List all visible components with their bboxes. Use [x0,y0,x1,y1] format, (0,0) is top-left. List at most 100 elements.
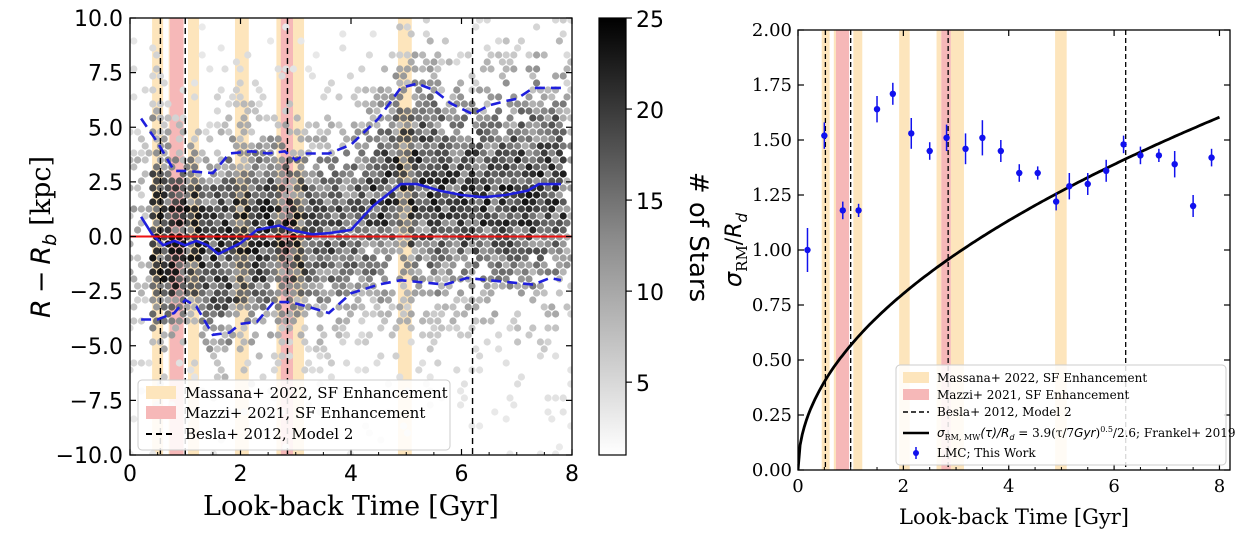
hexbin-cell [346,254,354,262]
hexbin-cell [255,142,263,150]
hexbin-cell [400,198,408,206]
right-data-point [821,132,828,139]
hexbin-cell [354,268,362,276]
hexbin-cell [217,338,225,346]
hexbin-cell [510,65,518,73]
hexbin-cell [373,135,381,143]
hexbin-cell [267,205,275,213]
hexbin-cell [270,366,278,374]
hexbin-cell [521,240,529,248]
hexbin-cell [533,149,541,157]
hexbin-cell [263,282,271,290]
hexbin-cell [438,142,446,150]
hexbin-cell [335,177,343,185]
hexbin-cell [153,191,161,199]
hexbin-cell [396,317,404,325]
right-data-point [1155,152,1163,159]
hexbin-cell [411,191,419,199]
hexbin-cell [217,310,225,318]
hexbin-cell [308,366,316,374]
hexbin-cell [426,219,434,227]
hexbin-cell [464,51,472,59]
hexbin-cell [491,310,499,318]
hexbin-cell [160,163,168,171]
hexbin-cell [168,275,176,283]
hexbin-cell [331,282,339,290]
hexbin-cell [407,142,415,150]
hexbin-cell [400,72,408,80]
hexbin-cell [377,324,385,332]
hexbin-cell [149,86,157,94]
left-legend-swatch-massana [146,386,176,399]
hexbin-cell [164,226,172,234]
hexbin-cell [248,338,256,346]
hexbin-cell [156,170,164,178]
hexbin-cell [552,142,560,150]
hexbin-cell [525,331,533,339]
hexbin-cell [229,289,237,297]
hexbin-cell [495,247,503,255]
hexbin-cell [358,177,366,185]
hexbin-cell [324,212,332,220]
hexbin-cell [282,317,290,325]
hexbin-cell [422,58,430,66]
hexbin-cell [358,331,366,339]
hexbin-cell [270,240,278,248]
hexbin-cell [305,345,313,353]
hexbin-cell [483,86,491,94]
hexbin-cell [483,254,491,262]
hexbin-cell [396,79,404,87]
hexbin-cell [297,331,305,339]
hexbin-cell [559,100,567,108]
hexbin-cell [430,100,438,108]
hexbin-cell [495,121,503,129]
hexbin-cell [381,289,389,297]
hexbin-cell [426,331,434,339]
hexbin-cell [449,121,457,129]
hexbin-cell [472,219,480,227]
hexbin-cell [221,65,229,73]
hexbin-cell [388,247,396,255]
hexbin-cell [175,121,183,129]
hexbin-cell [274,359,282,367]
hexbin-cell [297,289,305,297]
hexbin-cell [548,121,556,129]
hexbin-cell [434,317,442,325]
hexbin-cell [544,324,552,332]
hexbin-cell [293,212,301,220]
hexbin-cell [240,212,248,220]
hexbin-cell [339,30,347,38]
hexbin-cell [476,212,484,220]
hexbin-cell [324,142,332,150]
hexbin-cell [384,254,392,262]
hexbin-cell [449,219,457,227]
hexbin-cell [540,135,548,143]
hexbin-cell [339,198,347,206]
hexbin-cell [358,205,366,213]
hexbin-cell [396,23,404,31]
hexbin-cell [384,114,392,122]
hexbin-cell [438,198,446,206]
hexbin-cell [411,247,419,255]
hexbin-cell [198,261,206,269]
right-y-tick-label: 1.50 [752,130,792,151]
hexbin-cell [460,240,468,248]
hexbin-cell [419,79,427,87]
hexbin-cell [358,121,366,129]
hexbin-cell [517,163,526,171]
hexbin-cell [449,247,457,255]
hexbin-cell [479,163,487,171]
hexbin-cell [476,114,484,122]
hexbin-cell [232,282,240,290]
hexbin-cell [498,142,506,150]
hexbin-cell [278,268,286,276]
hexbin-cell [172,198,180,206]
hexbin-cell [312,219,320,227]
hexbin-cell [460,114,468,122]
hexbin-cell [415,128,423,136]
hexbin-cell [438,58,446,66]
hexbin-cell [525,247,533,255]
hexbin-cell [411,135,419,143]
right-massana-band-1 [833,30,836,470]
hexbin-cell [533,135,541,143]
